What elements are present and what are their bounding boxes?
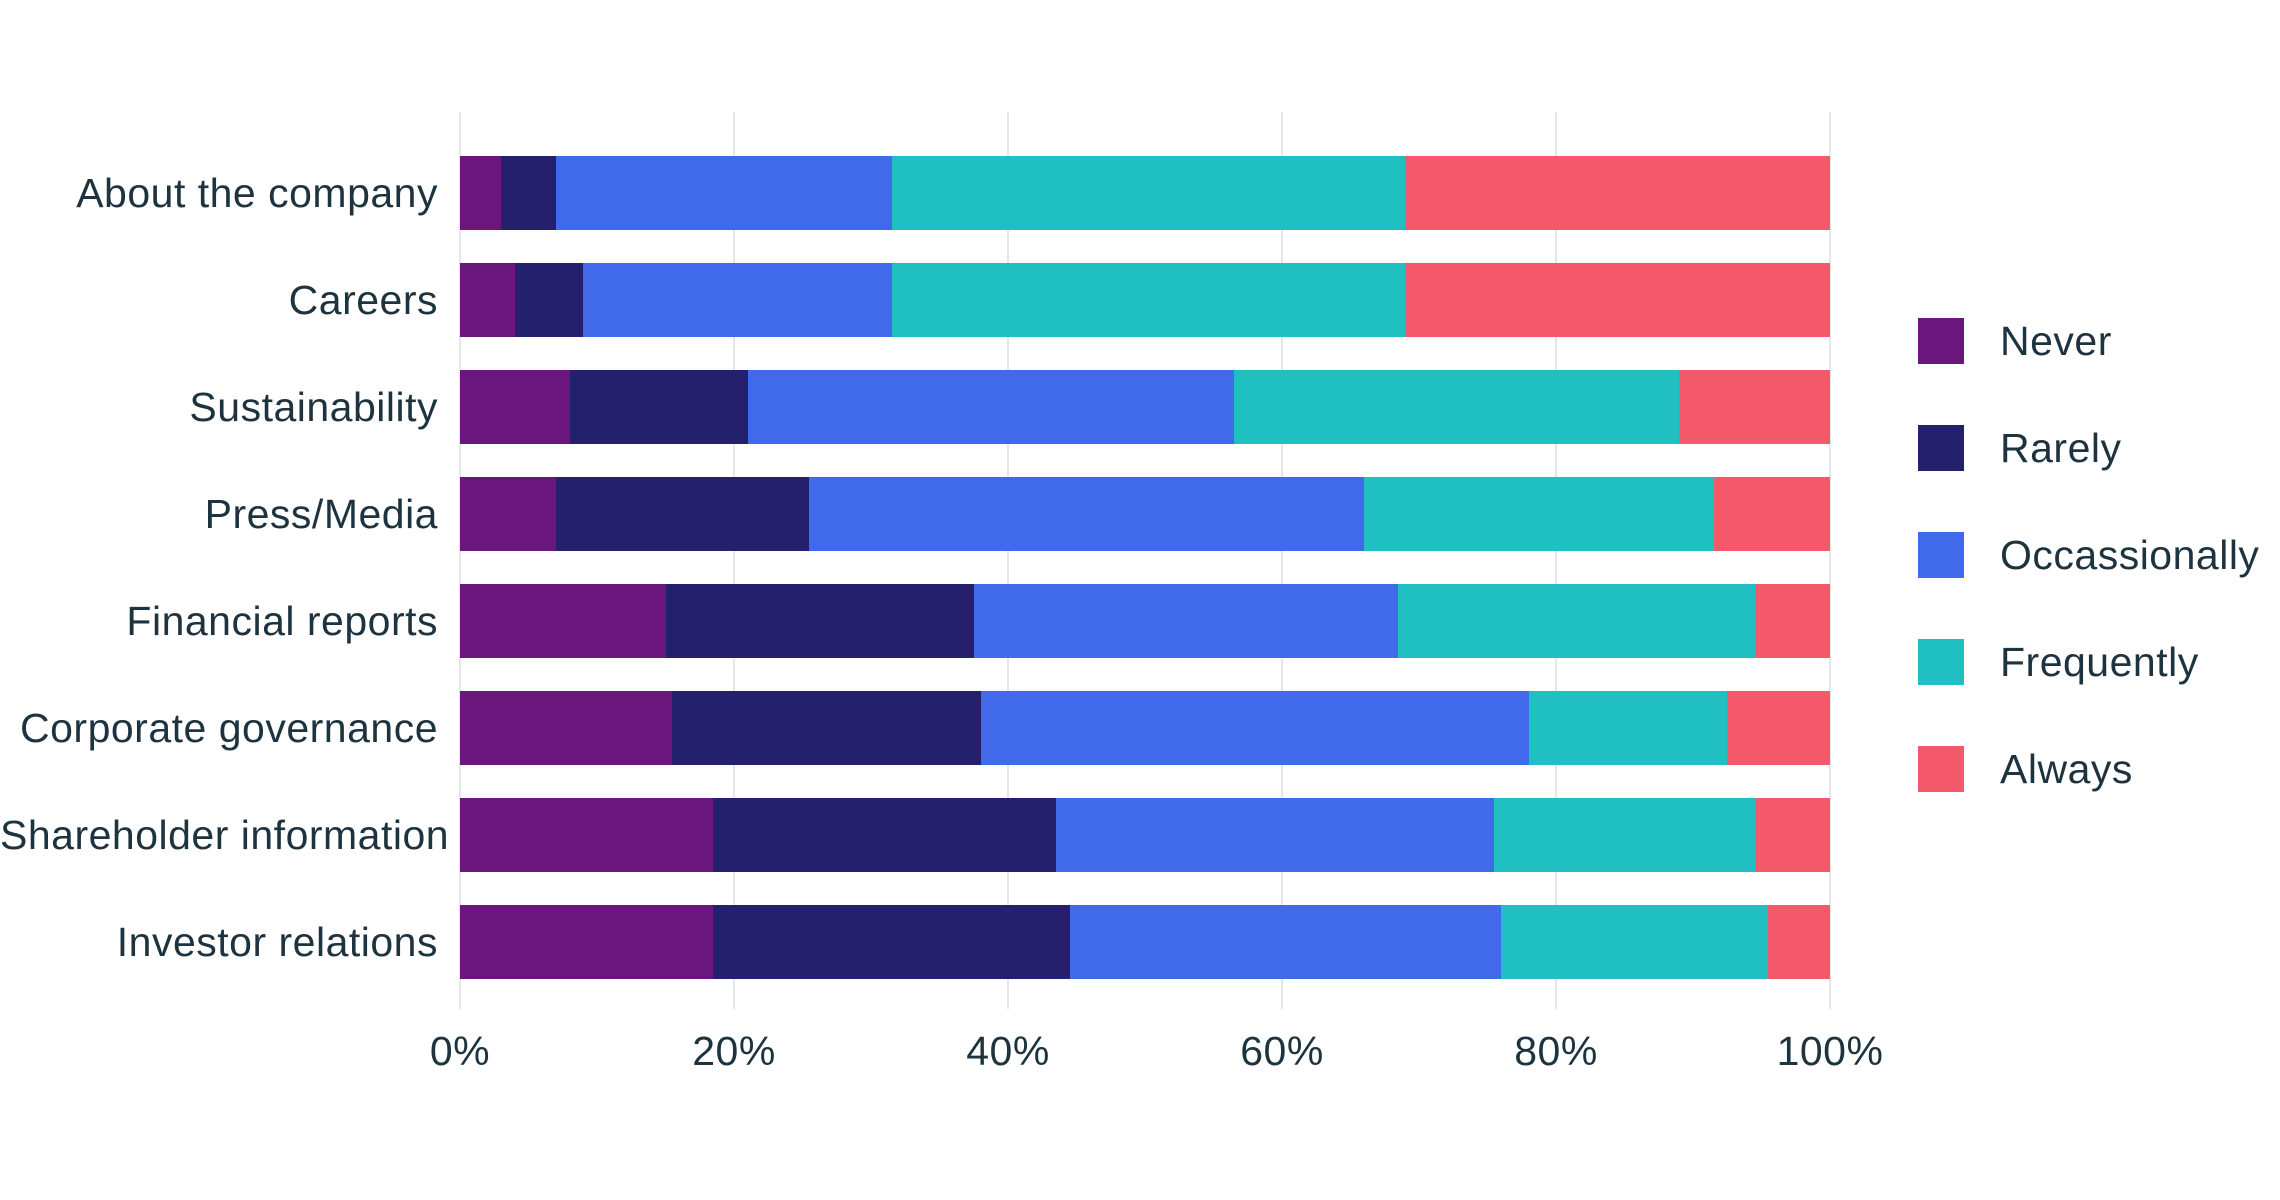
bar-segment-always xyxy=(1679,370,1830,444)
x-tick-label: 60% xyxy=(1240,1028,1324,1074)
bar-segment-always xyxy=(1713,477,1830,551)
bar-segment-always xyxy=(1768,905,1830,979)
bar-segment-frequently xyxy=(1364,477,1714,551)
bar-row xyxy=(460,477,1830,551)
bar-segment-never xyxy=(460,263,515,337)
bar-segment-never xyxy=(460,156,502,230)
bar-segment-frequently xyxy=(1398,584,1755,658)
bar-segment-rarely xyxy=(672,691,981,765)
bar-row xyxy=(460,263,1830,337)
legend-label: Never xyxy=(2000,317,2112,364)
x-tick-label: 0% xyxy=(429,1028,491,1074)
bar-segment-rarely xyxy=(514,263,584,337)
gridline xyxy=(733,112,735,1009)
bar-segment-never xyxy=(460,798,714,872)
plot-area xyxy=(459,112,1831,1009)
category-label: Investor relations xyxy=(116,919,438,965)
bar-segment-occassionally xyxy=(583,263,892,337)
category-label: Careers xyxy=(288,277,438,323)
x-tick-label: 40% xyxy=(966,1028,1050,1074)
legend-item: Always xyxy=(1918,746,2259,792)
legend-swatch-icon xyxy=(1918,318,1964,364)
bar-segment-occassionally xyxy=(1055,798,1495,872)
legend-label: Occassionally xyxy=(2000,531,2260,578)
bar-segment-rarely xyxy=(713,798,1056,872)
x-axis: 0% 20% 40% 60% 80% 100% xyxy=(430,1028,1883,1088)
bar-segment-frequently xyxy=(1234,370,1680,444)
bar-row xyxy=(460,905,1830,979)
bar-segment-occassionally xyxy=(747,370,1235,444)
legend-item: Never xyxy=(1918,318,2259,364)
bar-segment-occassionally xyxy=(809,477,1365,551)
category-label: Shareholder information xyxy=(0,812,450,858)
bar-row xyxy=(460,584,1830,658)
bar-segment-always xyxy=(1405,156,1830,230)
bar-segment-occassionally xyxy=(973,584,1399,658)
bar-segment-rarely xyxy=(569,370,748,444)
bar-segment-occassionally xyxy=(555,156,892,230)
legend-swatch-icon xyxy=(1918,532,1964,578)
legend-label: Frequently xyxy=(2000,638,2199,685)
legend-swatch-icon xyxy=(1918,746,1964,792)
bar-segment-never xyxy=(460,477,556,551)
bar-segment-rarely xyxy=(555,477,810,551)
bar-segment-never xyxy=(460,905,714,979)
bar-segment-always xyxy=(1405,263,1830,337)
bar-segment-frequently xyxy=(1501,905,1769,979)
x-tick-label: 20% xyxy=(692,1028,776,1074)
bar-row xyxy=(460,691,1830,765)
bar-segment-rarely xyxy=(713,905,1070,979)
legend: Never Rarely Occassionally Frequently Always xyxy=(1918,318,2259,853)
legend-label: Rarely xyxy=(2000,424,2122,471)
category-label: Corporate governance xyxy=(20,705,438,751)
gridline xyxy=(1007,112,1009,1009)
bar-segment-frequently xyxy=(891,263,1406,337)
bar-segment-rarely xyxy=(665,584,974,658)
bar-segment-frequently xyxy=(1528,691,1728,765)
legend-swatch-icon xyxy=(1918,639,1964,685)
legend-item: Occassionally xyxy=(1918,532,2259,578)
x-tick-label: 100% xyxy=(1776,1028,1884,1074)
category-label: About the company xyxy=(76,170,438,216)
bar-row xyxy=(460,370,1830,444)
category-label: Sustainability xyxy=(189,384,438,430)
category-label: Press/Media xyxy=(204,491,438,537)
legend-label: Always xyxy=(2000,745,2133,792)
category-label: Financial reports xyxy=(126,598,438,644)
bar-segment-occassionally xyxy=(980,691,1529,765)
bar-segment-rarely xyxy=(501,156,556,230)
legend-item: Frequently xyxy=(1918,639,2259,685)
gridline xyxy=(1281,112,1283,1009)
bar-segment-always xyxy=(1727,691,1830,765)
legend-item: Rarely xyxy=(1918,425,2259,471)
bar-segment-occassionally xyxy=(1069,905,1502,979)
bar-row xyxy=(460,798,1830,872)
bar-segment-always xyxy=(1754,798,1830,872)
bar-segment-never xyxy=(460,691,673,765)
bar-segment-never xyxy=(460,584,666,658)
gridline xyxy=(1555,112,1557,1009)
gridline xyxy=(1829,112,1831,1009)
x-tick-label: 80% xyxy=(1514,1028,1598,1074)
legend-swatch-icon xyxy=(1918,425,1964,471)
bar-segment-frequently xyxy=(891,156,1406,230)
bar-row xyxy=(460,156,1830,230)
bar-segment-always xyxy=(1754,584,1830,658)
bar-segment-frequently xyxy=(1494,798,1755,872)
gridline xyxy=(459,112,461,1009)
bar-segment-never xyxy=(460,370,570,444)
